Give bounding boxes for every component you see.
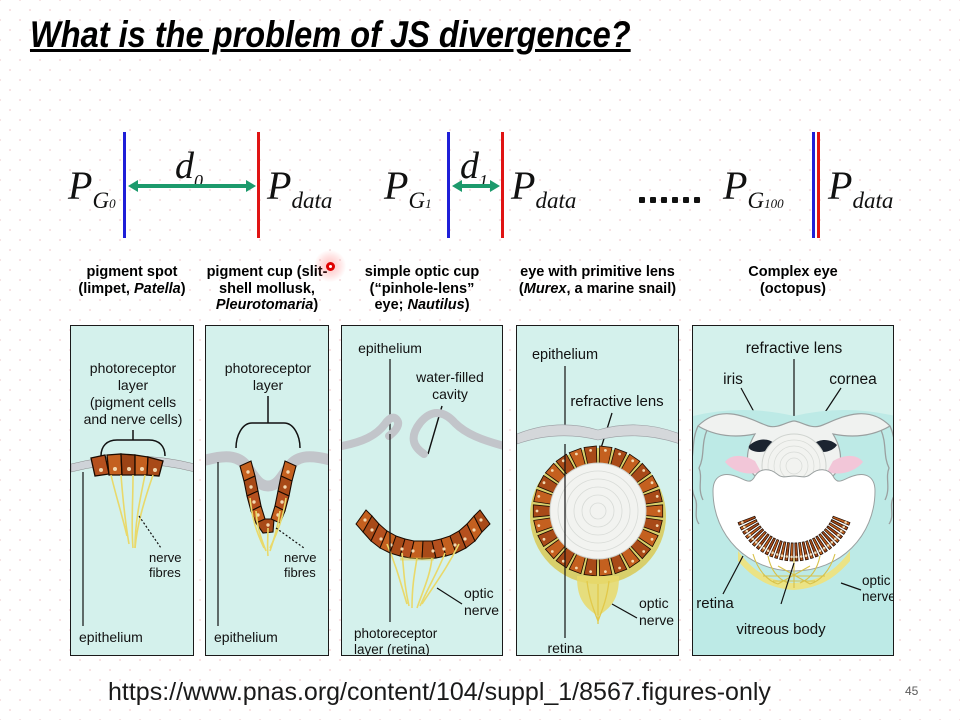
svg-text:nerve: nerve <box>284 550 317 565</box>
svg-text:optic: optic <box>639 595 669 611</box>
svg-text:fibres: fibres <box>284 565 316 580</box>
svg-text:iris: iris <box>723 371 743 388</box>
svg-text:layer: layer <box>253 377 284 393</box>
svg-text:optic: optic <box>464 585 494 601</box>
svg-text:optic: optic <box>862 573 891 588</box>
svg-text:refractive lens: refractive lens <box>570 393 663 410</box>
svg-text:retina: retina <box>547 640 582 656</box>
svg-text:fibres: fibres <box>149 565 181 580</box>
svg-text:nerve: nerve <box>149 550 182 565</box>
svg-text:epithelium: epithelium <box>214 629 278 645</box>
svg-text:retina: retina <box>696 595 734 612</box>
svg-text:layer (retina): layer (retina) <box>354 642 430 656</box>
svg-text:refractive lens: refractive lens <box>746 340 843 357</box>
svg-text:and nerve cells): and nerve cells) <box>84 411 183 427</box>
svg-text:cavity: cavity <box>432 386 468 402</box>
svg-text:layer: layer <box>118 377 149 393</box>
svg-text:nerve: nerve <box>862 589 894 604</box>
svg-text:photoreceptor: photoreceptor <box>225 360 312 376</box>
svg-text:vitreous body: vitreous body <box>736 621 826 638</box>
svg-text:(pigment cells: (pigment cells <box>90 394 176 410</box>
svg-text:epithelium: epithelium <box>358 340 422 356</box>
svg-text:photoreceptor: photoreceptor <box>354 626 438 641</box>
svg-text:water-filled: water-filled <box>415 369 484 385</box>
svg-text:photoreceptor: photoreceptor <box>90 360 177 376</box>
svg-text:nerve: nerve <box>639 612 674 628</box>
svg-text:epithelium: epithelium <box>532 347 598 363</box>
svg-text:cornea: cornea <box>829 371 877 388</box>
svg-text:epithelium: epithelium <box>79 629 143 645</box>
svg-text:nerve: nerve <box>464 602 499 618</box>
